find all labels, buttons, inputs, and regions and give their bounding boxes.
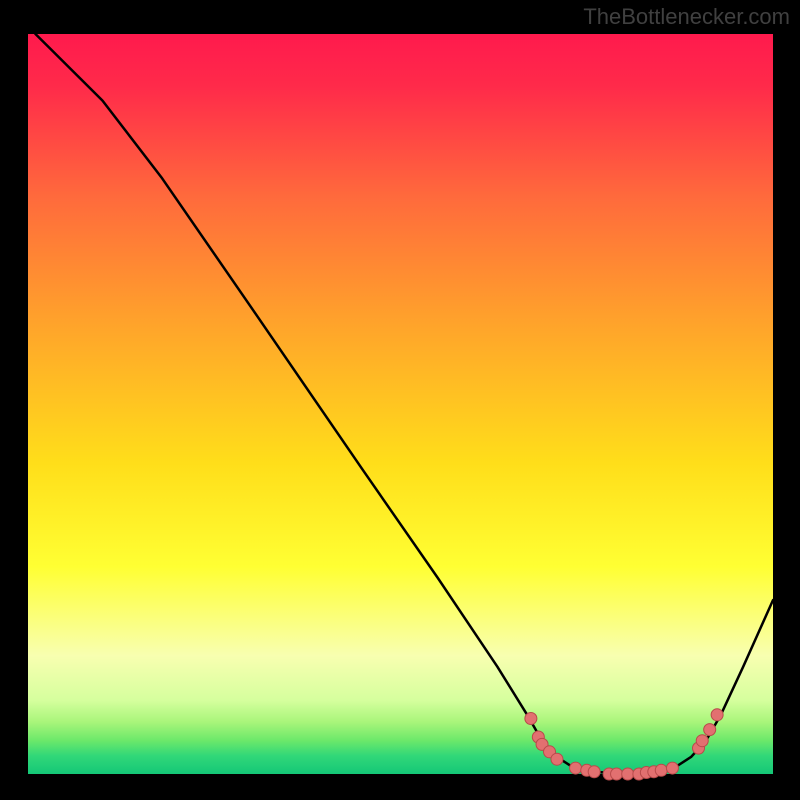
- chart-root: TheBottlenecker.com: [0, 0, 800, 800]
- watermark-text: TheBottlenecker.com: [583, 4, 790, 30]
- plot-background: [28, 34, 773, 774]
